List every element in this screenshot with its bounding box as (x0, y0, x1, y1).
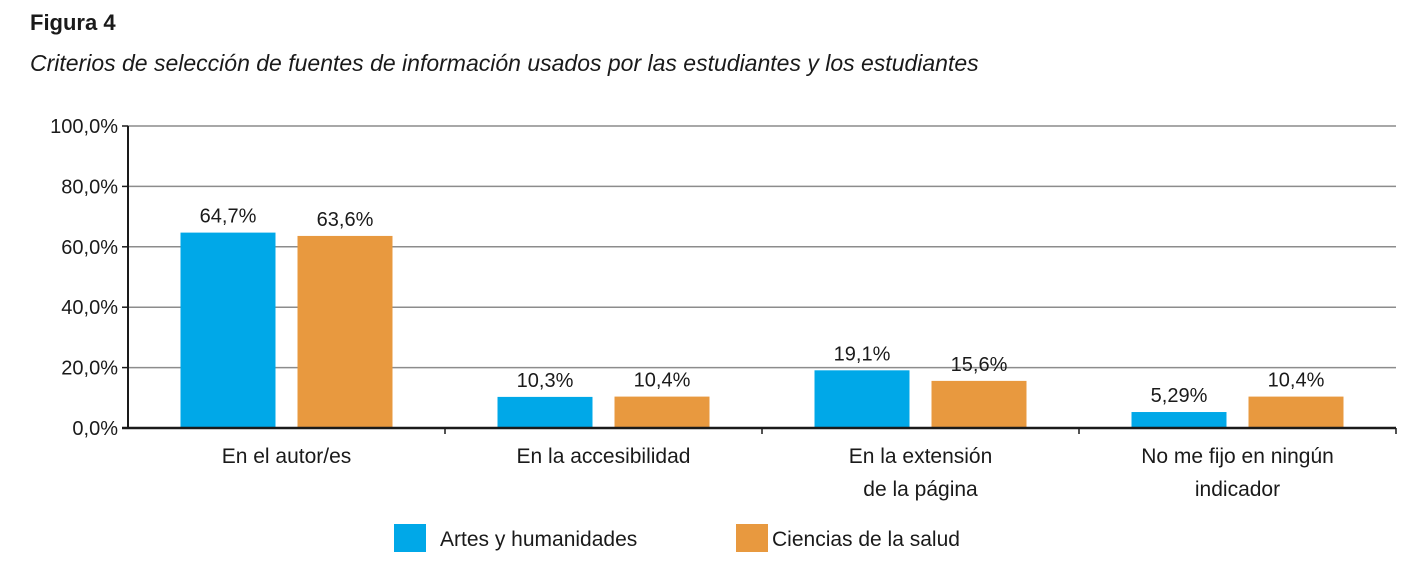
y-tick-label: 0,0% (72, 418, 118, 440)
bar (814, 370, 910, 428)
bar (614, 396, 710, 428)
bar (931, 380, 1027, 428)
legend-swatch (394, 524, 426, 552)
y-tick-label: 40,0% (61, 297, 118, 319)
legend: Artes y humanidades Ciencias de la salud (394, 524, 960, 552)
data-label: 5,29% (1151, 385, 1208, 407)
data-label: 19,1% (834, 343, 891, 365)
x-tick-label: indicador (1195, 478, 1280, 501)
bar (497, 396, 593, 428)
x-tick-label: En la extensión (849, 445, 993, 468)
x-tick-label: No me fijo en ningún (1141, 445, 1334, 468)
bar (1248, 396, 1344, 428)
x-tick-label: de la página (863, 478, 978, 501)
bar (180, 232, 276, 428)
x-axis: En el autor/es En la accesibilidad En la e… (122, 426, 1397, 501)
data-label: 15,6% (951, 354, 1008, 376)
y-tick-label: 20,0% (61, 358, 118, 380)
data-label: 10,4% (634, 370, 691, 392)
y-tick-label: 100,0% (50, 116, 118, 138)
y-axis: 0,0% 20,0% 40,0% 60,0% 80,0% 100,0% (50, 116, 129, 440)
y-tick-label: 80,0% (61, 176, 118, 198)
x-tick-label: En la accesibilidad (517, 445, 691, 468)
legend-label: Artes y humanidades (440, 528, 637, 551)
legend-label: Ciencias de la salud (772, 528, 960, 551)
data-label: 63,6% (317, 209, 374, 231)
legend-swatch (736, 524, 768, 552)
data-label: 10,4% (1268, 370, 1325, 392)
bar (297, 235, 393, 428)
data-label: 10,3% (517, 370, 574, 392)
figure-title: Criterios de selección de fuentes de inf… (30, 50, 979, 76)
figure-label: Figura 4 (30, 10, 116, 35)
y-tick-label: 60,0% (61, 237, 118, 259)
bars: 64,7% 63,6% 10,3% 10,4% 19,1% 15,6% 5,29% 10,4% (180, 206, 1344, 428)
bar (1131, 412, 1227, 428)
x-tick-label: En el autor/es (222, 445, 352, 468)
data-label: 64,7% (200, 206, 257, 228)
